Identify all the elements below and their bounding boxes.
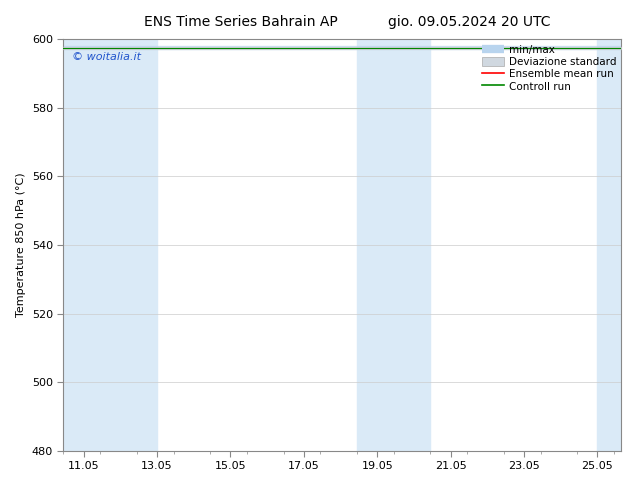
Text: ENS Time Series Bahrain AP: ENS Time Series Bahrain AP [144,15,338,29]
Y-axis label: Temperature 850 hPa (°C): Temperature 850 hPa (°C) [16,172,26,318]
Bar [63,39,157,451]
Bar [357,39,430,451]
Bar [597,39,621,451]
Text: © woitalia.it: © woitalia.it [72,51,141,62]
Legend: min/max, Deviazione standard, Ensemble mean run, Controll run: min/max, Deviazione standard, Ensemble m… [479,42,618,94]
Text: gio. 09.05.2024 20 UTC: gio. 09.05.2024 20 UTC [388,15,550,29]
